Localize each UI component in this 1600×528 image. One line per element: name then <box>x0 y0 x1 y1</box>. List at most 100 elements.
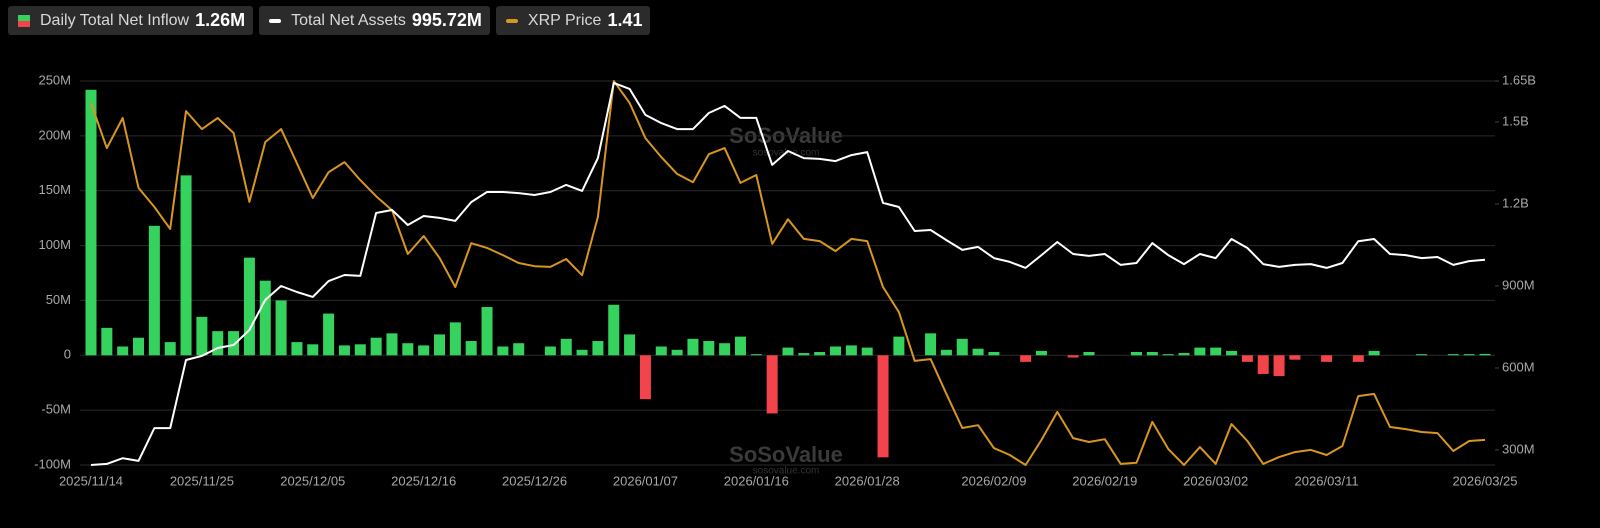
bar <box>592 341 604 356</box>
bar <box>1447 354 1459 356</box>
bar <box>1020 355 1032 362</box>
y-tick-label: -100M <box>34 456 71 471</box>
x-tick-label: 2025/11/14 <box>59 473 123 488</box>
bar <box>814 351 826 356</box>
bar <box>687 338 699 356</box>
x-tick-label: 2026/03/02 <box>1183 473 1248 488</box>
bar <box>1194 347 1206 356</box>
bar <box>370 337 382 356</box>
bar <box>750 354 762 356</box>
legend-label: Total Net Assets <box>291 11 406 29</box>
bar <box>1035 350 1047 356</box>
x-tick-label: 2026/03/11 <box>1295 473 1359 488</box>
bar <box>1131 351 1142 356</box>
bar <box>719 343 731 356</box>
bar <box>544 346 556 356</box>
y-tick-label: 150M <box>38 182 71 197</box>
legend-item[interactable]: XRP Price 1.41 <box>495 6 651 35</box>
bar <box>782 347 794 356</box>
bar <box>1241 355 1253 362</box>
legend-label: XRP Price <box>527 11 602 29</box>
bar <box>323 313 335 356</box>
bar <box>196 316 208 356</box>
bar <box>228 331 240 356</box>
bar <box>956 338 968 356</box>
y-tick-label: 50M <box>46 292 71 307</box>
legend-item[interactable]: Daily Total Net Inflow 1.26M <box>8 6 254 35</box>
watermark-text: SoSoValue <box>729 123 843 148</box>
watermark: SoSoValue sosovalue.com SoSoValue sosova… <box>729 123 843 477</box>
bar <box>1178 353 1190 356</box>
y2-tick-label: 1.5B <box>1502 113 1529 128</box>
x-tick-label: 2026/02/19 <box>1072 473 1137 488</box>
bar <box>148 225 160 356</box>
bar <box>386 333 398 356</box>
legend-item[interactable]: Total Net Assets 995.72M <box>259 6 490 35</box>
legend-icon <box>269 18 282 23</box>
bar <box>1083 351 1095 356</box>
bar <box>402 343 414 356</box>
y2-tick-label: 600M <box>1502 359 1535 374</box>
bar <box>1321 355 1333 362</box>
bar <box>449 322 461 356</box>
legend-label: Daily Total Net Inflow <box>40 11 190 29</box>
y-tick-label: 0 <box>64 347 71 362</box>
bar <box>117 346 129 356</box>
bar <box>798 353 810 356</box>
x-tick-label: 2025/11/25 <box>170 473 234 488</box>
bar <box>354 344 366 356</box>
bar <box>830 346 842 356</box>
bar <box>624 334 636 356</box>
bar <box>259 280 271 356</box>
bar <box>1289 355 1301 360</box>
bar <box>1368 350 1380 356</box>
bar <box>1463 354 1475 356</box>
legend: Daily Total Net Inflow 1.26M Total Net A… <box>8 6 651 35</box>
bar <box>988 351 1000 356</box>
bar <box>560 338 572 356</box>
x-tick-label: 2026/01/16 <box>724 473 789 488</box>
y-tick-label: -50M <box>41 402 71 417</box>
bar <box>671 349 683 356</box>
bar <box>766 355 778 414</box>
bar <box>1352 355 1364 362</box>
legend-icon <box>505 18 518 23</box>
x-tick-label: 2025/12/26 <box>502 473 567 488</box>
bar <box>133 337 145 356</box>
bar <box>101 327 113 356</box>
bar <box>734 336 746 356</box>
legend-value: 1.41 <box>607 10 643 30</box>
y2-tick-label: 1.2B <box>1502 195 1529 210</box>
watermark-sub: sosovalue.com <box>753 466 820 477</box>
bar <box>275 300 287 356</box>
bar <box>639 355 651 400</box>
x-tick-label: 2026/01/28 <box>835 473 900 488</box>
x-tick-label: 2025/12/16 <box>391 473 456 488</box>
y2-tick-label: 1.65B <box>1502 72 1536 87</box>
y-tick-label: 200M <box>38 127 71 142</box>
legend-icon <box>18 14 30 27</box>
bar <box>434 334 445 356</box>
bar <box>497 346 509 356</box>
y-tick-label: 250M <box>38 72 71 87</box>
bar <box>513 343 525 356</box>
bar <box>164 342 176 356</box>
bar <box>861 347 873 356</box>
bar <box>1257 355 1269 374</box>
watermark-text: SoSoValue <box>729 442 843 467</box>
bar <box>85 89 97 356</box>
bar <box>608 304 620 356</box>
bar <box>1273 355 1285 377</box>
y2-tick-label: 900M <box>1502 277 1535 292</box>
bar <box>925 333 937 356</box>
bar <box>1416 354 1428 356</box>
bar <box>1067 355 1079 358</box>
line <box>90 80 1486 466</box>
x-tick-label: 2026/02/09 <box>961 473 1026 488</box>
bar <box>243 257 255 356</box>
legend-value: 1.26M <box>195 10 246 30</box>
bar <box>972 348 984 356</box>
bar <box>655 346 667 356</box>
legend-value: 995.72M <box>411 10 482 30</box>
bar <box>180 175 192 356</box>
